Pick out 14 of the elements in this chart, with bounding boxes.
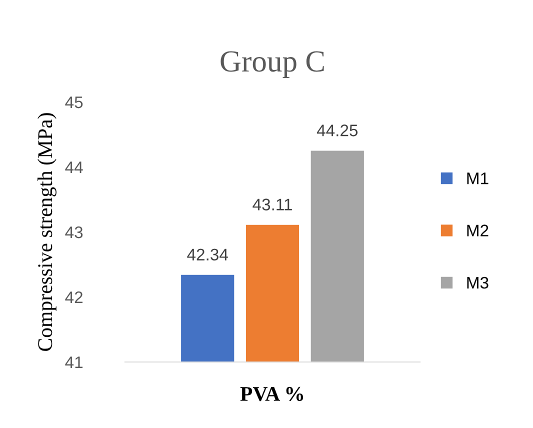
y-tick-label: 42 [65,291,82,304]
y-tick-label: 41 [65,356,83,368]
y-tick-label: 43 [65,226,83,238]
y-axis-title: Compressive strength (MPa) [38,113,56,351]
x-axis-title: PVA % [240,386,304,402]
data-label: 44.25 [316,124,358,136]
legend-label: M3 [467,276,488,289]
legend-label: M2 [467,224,488,236]
y-tick-label: 44 [65,162,83,174]
chart-title: Group C [220,51,324,78]
y-tick-label: 45 [65,96,83,108]
data-label: 43.11 [252,198,292,210]
legend-label: M1 [467,172,488,184]
data-label: 42.34 [187,248,228,260]
